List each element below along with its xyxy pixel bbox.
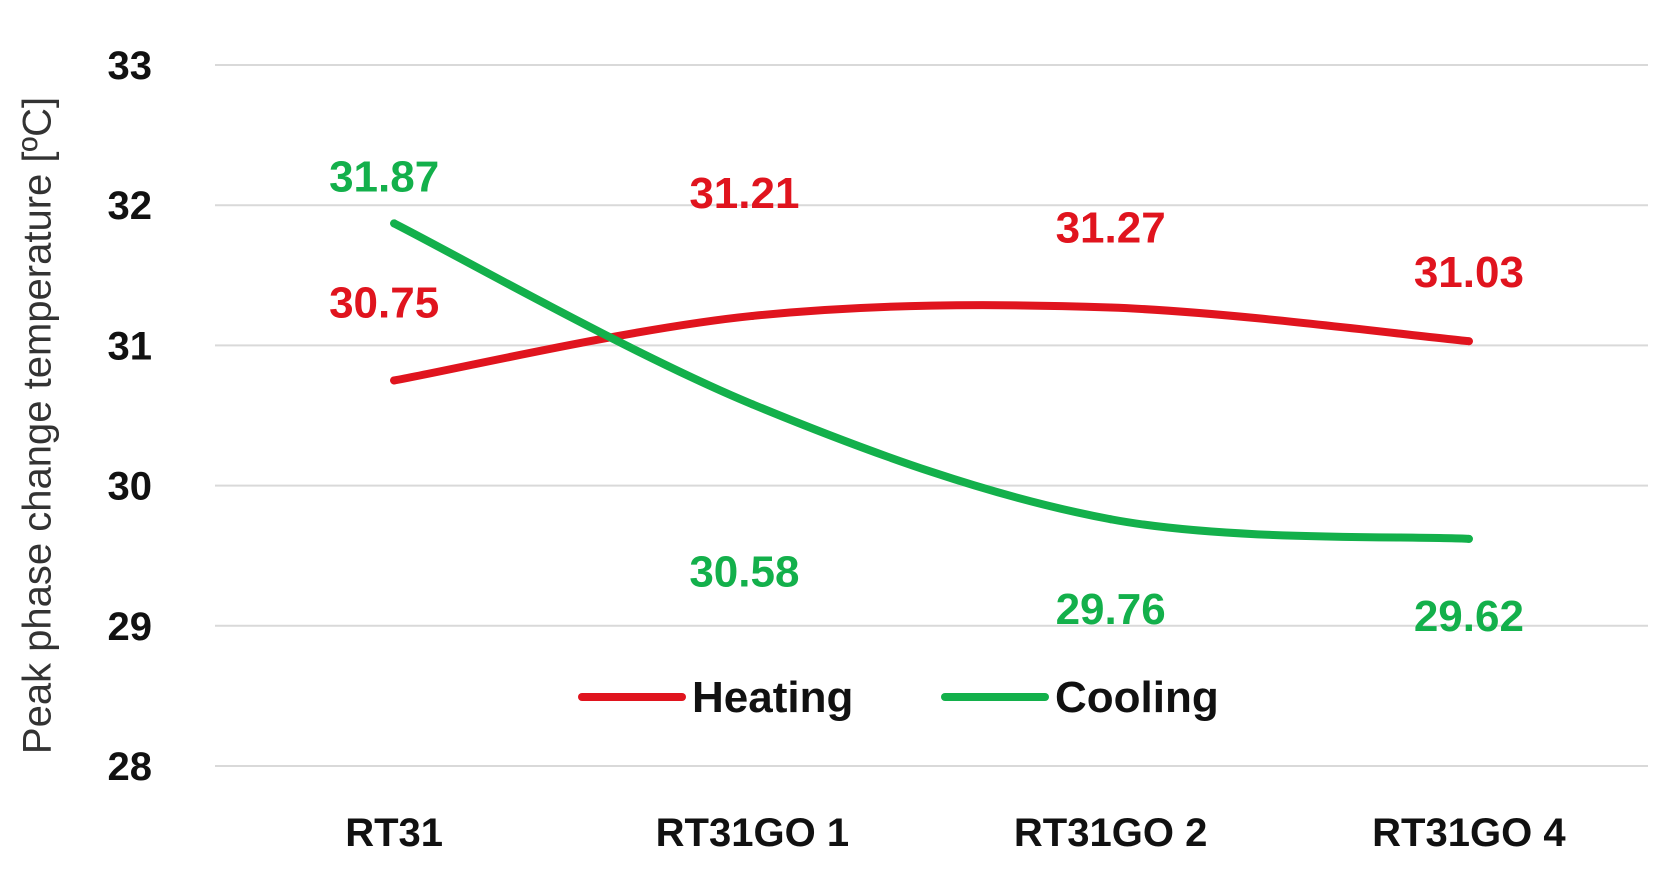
data-label: 31.21 xyxy=(689,169,799,218)
y-axis-ticks: 28 29 30 31 32 33 xyxy=(108,44,153,789)
data-label: 29.76 xyxy=(1056,585,1166,634)
y-tick-label: 33 xyxy=(108,44,153,88)
legend-label-cooling: Cooling xyxy=(1055,673,1219,722)
y-tick-label: 31 xyxy=(108,324,153,368)
x-tick-label: RT31GO 2 xyxy=(1014,811,1207,855)
y-tick-label: 29 xyxy=(108,605,153,649)
y-tick-label: 30 xyxy=(108,465,153,509)
gridlines xyxy=(215,64,1648,767)
data-point xyxy=(1464,337,1473,346)
data-point xyxy=(1106,303,1115,312)
data-labels: 30.75 31.21 31.27 31.03 31.87 30.58 29.76 29.62 xyxy=(329,152,1524,640)
x-tick-label: RT31GO 1 xyxy=(656,811,849,855)
data-label: 31.03 xyxy=(1414,248,1524,297)
x-axis-ticks: RT31 RT31GO 1 RT31GO 2 RT31GO 4 xyxy=(345,811,1566,855)
data-point xyxy=(390,376,399,385)
data-point xyxy=(748,400,757,409)
series-lines xyxy=(390,219,1473,543)
y-tick-label: 32 xyxy=(108,184,153,228)
series-line-cooling xyxy=(390,219,1473,543)
y-axis-label: Peak phase change temperature [ºC] xyxy=(16,97,60,754)
data-label: 31.27 xyxy=(1056,204,1166,253)
series-line-heating xyxy=(390,301,1473,385)
data-label: 29.62 xyxy=(1414,592,1524,641)
x-tick-label: RT31 xyxy=(345,811,443,855)
data-label: 30.58 xyxy=(689,547,799,596)
data-point xyxy=(1464,534,1473,543)
data-label: 31.87 xyxy=(329,152,439,201)
data-point xyxy=(1106,515,1115,524)
data-label: 30.75 xyxy=(329,278,439,327)
legend: Heating Cooling xyxy=(578,673,1219,722)
x-tick-label: RT31GO 4 xyxy=(1372,811,1566,855)
y-tick-label: 28 xyxy=(108,745,153,789)
data-point xyxy=(748,311,757,320)
data-point xyxy=(390,219,399,228)
legend-label-heating: Heating xyxy=(692,673,853,722)
